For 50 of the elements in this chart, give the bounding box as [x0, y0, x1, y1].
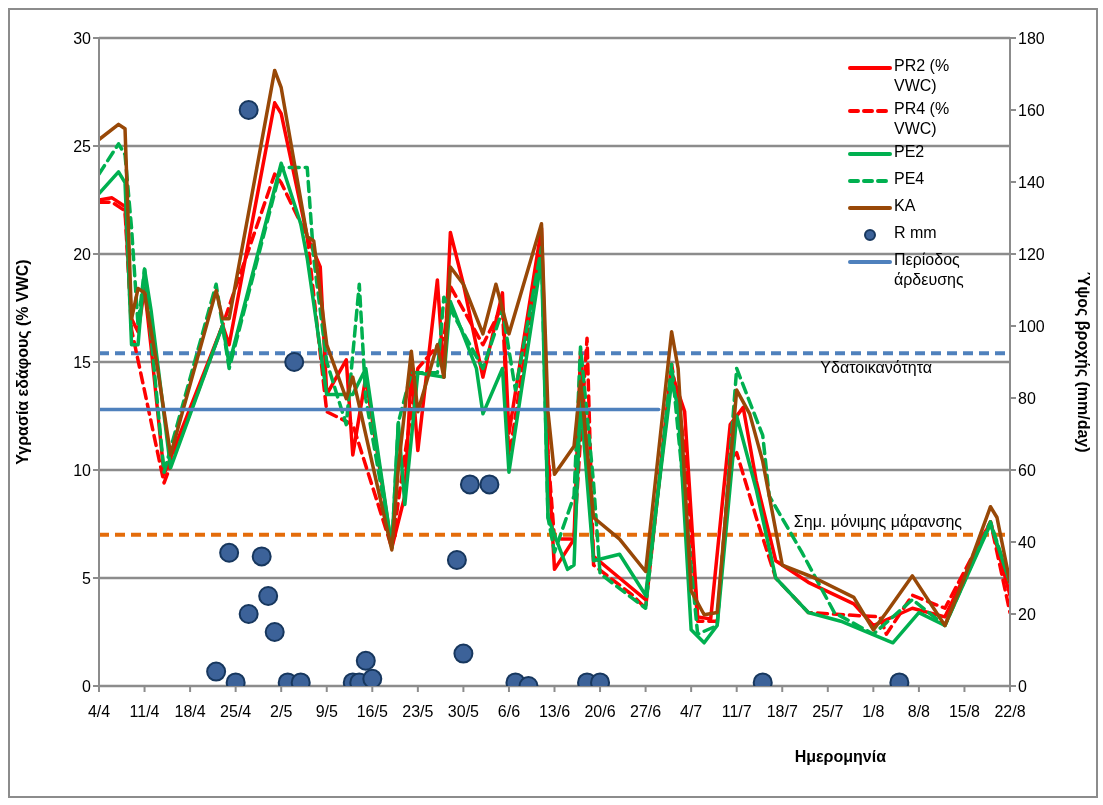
legend-label: PE4	[894, 169, 926, 189]
x-tick-label: 11/7	[721, 703, 752, 721]
ref-line-label: Υδατοικανότητα	[820, 358, 932, 376]
y-tick-label: 25	[73, 137, 92, 155]
legend-label: PR2 (% VWC)	[894, 56, 951, 96]
y2-tick-label: 0	[1018, 677, 1027, 695]
x-tick-label: 2/5	[270, 703, 293, 721]
y-tick-label: 30	[73, 29, 92, 47]
y-tick-label: 0	[82, 677, 92, 695]
y-tick-label: 15	[73, 353, 92, 371]
x-tick-label: 4/4	[87, 703, 111, 721]
y2-tick-label: 100	[1018, 317, 1045, 335]
x-tick-label: 13/6	[538, 703, 571, 721]
x-tick-label: 25/4	[220, 703, 252, 721]
x-tick-label: 27/6	[630, 703, 662, 721]
legend-label: R mm	[894, 223, 938, 243]
legend-label: KA	[894, 196, 917, 216]
ref-line-label: Σημ. μόνιμης μάρανσης	[793, 512, 963, 530]
x-tick-label: 18/4	[174, 703, 206, 721]
y-tick-label: 20	[73, 245, 92, 263]
x-tick-label: 1/8	[862, 703, 885, 721]
y2-tick-label: 80	[1018, 389, 1036, 407]
y2-tick-label: 160	[1018, 101, 1045, 119]
x-tick-label: 9/5	[315, 703, 338, 721]
legend-label: PE2	[894, 142, 926, 162]
x-tick-label: 15/8	[948, 703, 981, 721]
x-axis-title: Ημερομηνία	[794, 748, 887, 765]
x-tick-label: 23/5	[402, 703, 434, 721]
x-tick-label: 16/5	[356, 703, 388, 721]
x-tick-label: 6/6	[497, 703, 521, 721]
x-tick-label: 22/8	[994, 703, 1026, 721]
legend-label: PR4 (% VWC)	[894, 99, 951, 139]
y-tick-label: 10	[73, 461, 92, 479]
x-tick-label: 4/7	[680, 703, 703, 721]
y2-tick-label: 40	[1018, 533, 1036, 551]
y2-axis-title: Ύψος βροχής (mm/day)	[1074, 271, 1093, 453]
x-tick-label: 18/7	[766, 703, 798, 721]
x-tick-label: 20/6	[584, 703, 616, 721]
y-axis-title: Υγρασία εδάφους (% VWC)	[13, 259, 32, 465]
x-tick-label: 30/5	[447, 703, 480, 721]
legend-label: Περίοδος άρδευσης	[894, 250, 965, 290]
y-tick-label: 5	[82, 569, 92, 587]
x-tick-label: 8/8	[907, 703, 931, 721]
y2-tick-label: 60	[1018, 461, 1036, 479]
y2-tick-label: 180	[1018, 29, 1045, 47]
x-tick-label: 11/4	[129, 703, 160, 721]
y2-tick-label: 140	[1018, 173, 1045, 191]
x-tick-label: 25/7	[812, 703, 844, 721]
y2-tick-label: 120	[1018, 245, 1045, 263]
y2-tick-label: 20	[1018, 605, 1036, 623]
